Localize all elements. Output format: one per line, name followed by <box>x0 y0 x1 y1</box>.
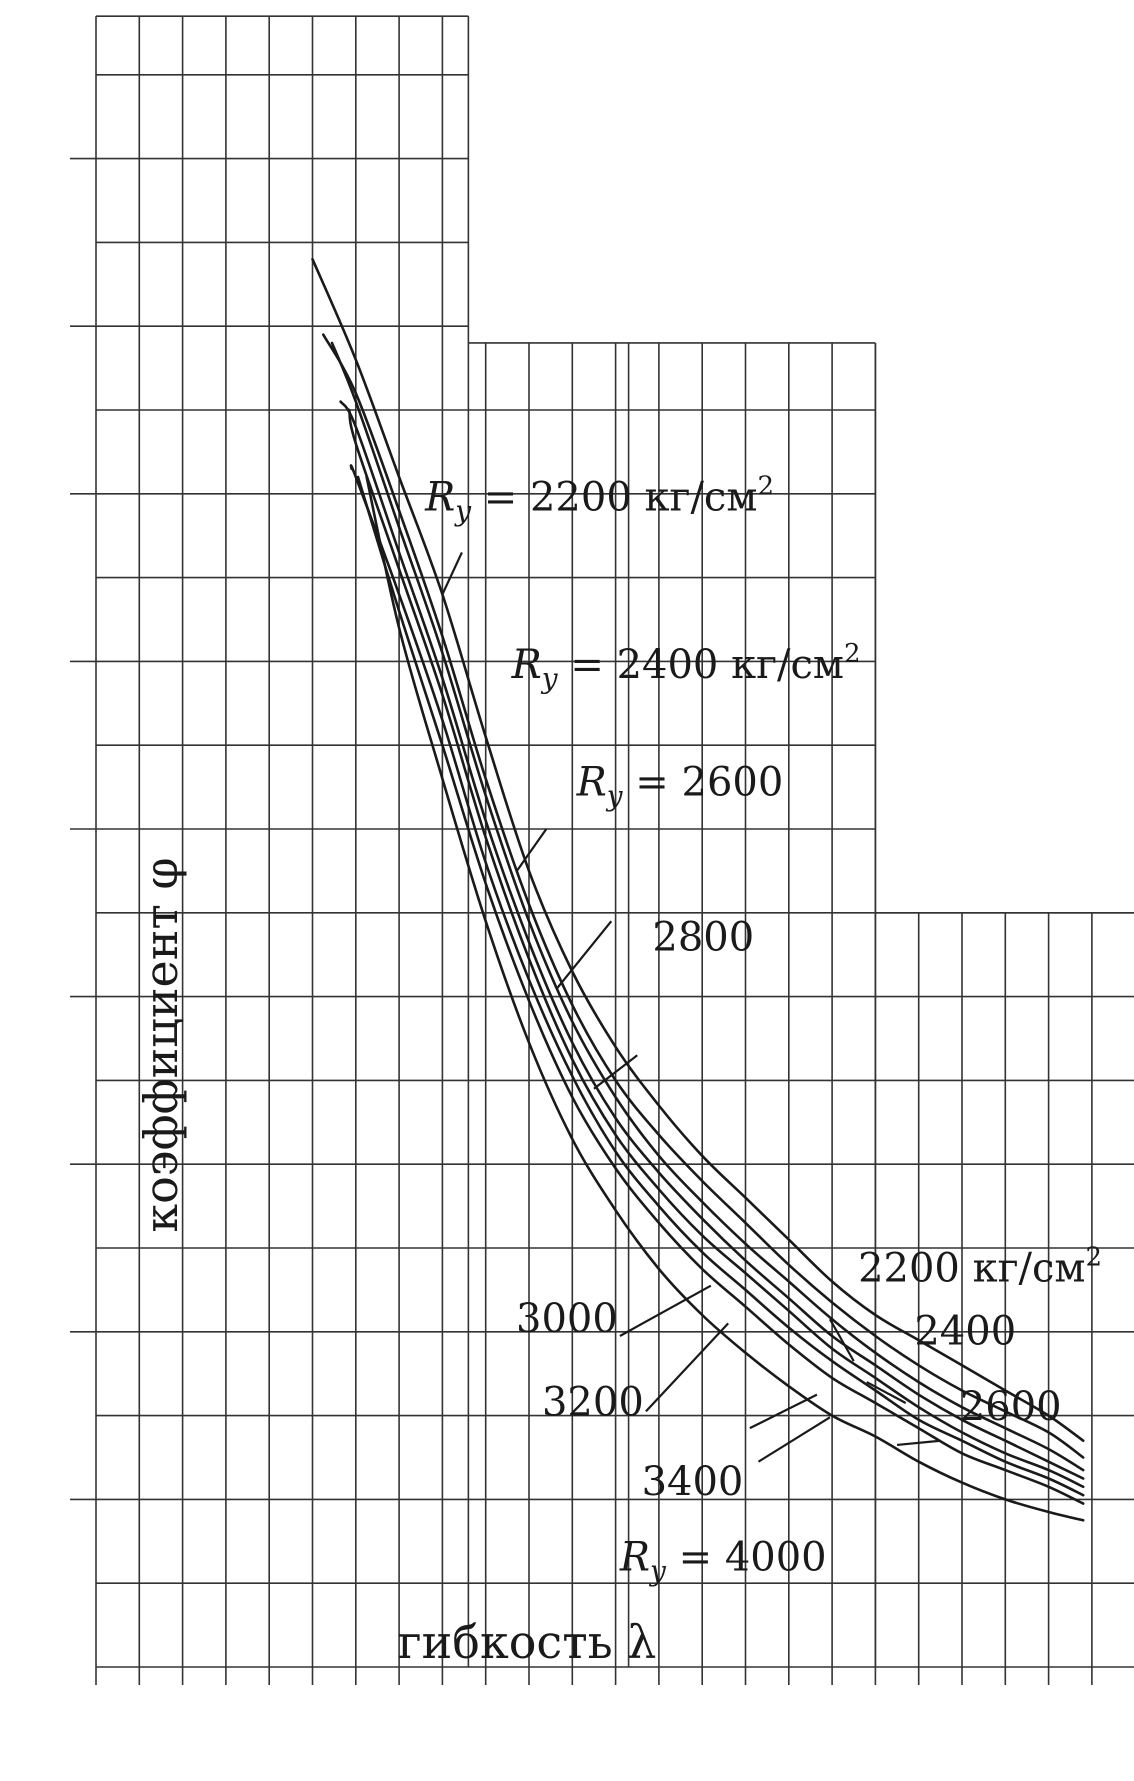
curve-label-2400: 2400 <box>914 1308 1016 1354</box>
curve-label-3200: 3200 <box>542 1380 644 1426</box>
curve-ry-2600 <box>330 341 1085 1472</box>
curve-label-2200: Ry = 2200 кг/см2 <box>424 472 774 528</box>
chart-grid <box>70 15 1134 1685</box>
leader-line <box>556 920 613 989</box>
curve-ry-2400 <box>322 333 1085 1459</box>
chart-annotations: Ry = 2200 кг/см2 Ry = 2400 кг/см2 Ry = 260… <box>424 472 1102 1588</box>
curve-ry-3200 <box>349 464 1085 1497</box>
curve-ry-2800 <box>339 400 1085 1480</box>
curve-ry-4000 <box>365 475 1085 1522</box>
leader-line <box>757 1416 831 1463</box>
curve-ry-3000 <box>348 408 1085 1489</box>
leader-line <box>896 1439 941 1447</box>
leader-line <box>645 1322 729 1413</box>
curve-label-2600: Ry = 2600 <box>576 759 784 812</box>
curve-label-2600: 2600 <box>960 1384 1062 1430</box>
leader-line <box>441 551 463 595</box>
curve-label-3400: 3400 <box>642 1459 744 1505</box>
y-axis-title: коэффициент φ <box>134 857 188 1232</box>
leader-line <box>828 1318 855 1362</box>
leader-line <box>515 828 548 872</box>
leader-line <box>619 1284 712 1337</box>
chart-curves <box>311 257 1085 1522</box>
curve-label-2400: Ry = 2400 кг/см2 <box>511 639 861 695</box>
curve-label-3000: 3000 <box>516 1296 618 1342</box>
curve-label-2200: 2200 кг/см2 <box>858 1243 1102 1292</box>
x-axis-title: гибкость λ <box>398 1615 657 1669</box>
leader-line <box>593 1054 638 1090</box>
leader-line <box>749 1393 818 1430</box>
leader-line <box>866 1381 907 1404</box>
curve-ry-3400 <box>356 475 1085 1505</box>
curve-ry-2200 <box>311 257 1085 1442</box>
curve-label-2800: 2800 <box>652 915 754 961</box>
curve-label-4000: Ry = 4000 <box>619 1535 827 1588</box>
